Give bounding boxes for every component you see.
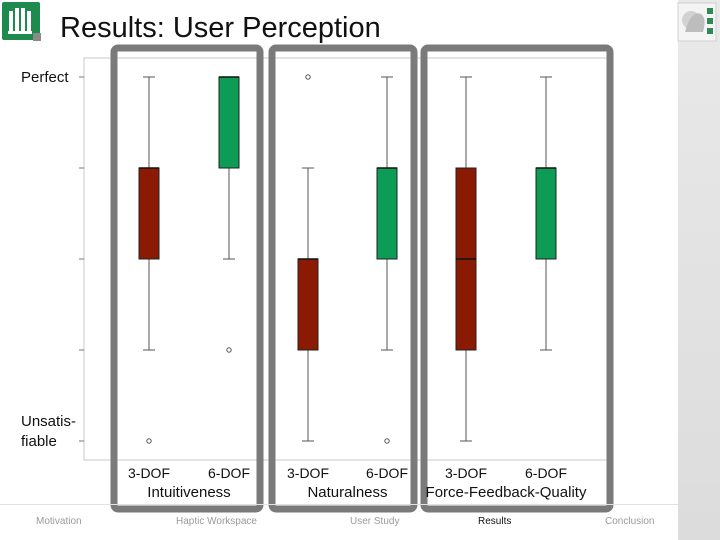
group-frame-force-feedback-quality: [420, 44, 614, 513]
category-label-intuitiveness-3-dof: 3-DOF: [128, 465, 170, 481]
y-label-line-2: fiable: [21, 433, 57, 450]
category-label-intuitiveness-6-dof: 6-DOF: [208, 465, 250, 481]
nav-motivation[interactable]: Motivation: [36, 516, 82, 527]
box-intuitiveness-3-dof: [138, 167, 160, 260]
category-label-naturalness-3-dof: 3-DOF: [287, 465, 329, 481]
category-label-force-feedback-quality-3-dof: 3-DOF: [445, 465, 487, 481]
box-force-feedback-quality-6-dof: [535, 167, 557, 260]
crest-icon: [677, 2, 717, 42]
y-label-line-1: Unsatis-: [21, 413, 77, 430]
nav-haptic-workspace[interactable]: Haptic Workspace: [176, 516, 257, 527]
y-label-perfect: Perfect: [21, 69, 69, 86]
group-label-naturalness: Naturalness: [307, 484, 387, 501]
y-label-unsatisfiable: Unsatis- fiable: [21, 412, 76, 452]
footer-nav: Motivation Haptic Workspace User Study R…: [0, 504, 678, 540]
nav-results[interactable]: Results: [478, 516, 512, 527]
group-frame-naturalness: [268, 44, 418, 513]
group-label-intuitiveness: Intuitiveness: [147, 484, 230, 501]
box-naturalness-3-dof: [297, 258, 319, 351]
outlier-intuitiveness-6-dof-0: [226, 347, 232, 353]
logo-corner-mark: [33, 33, 41, 41]
slide-title: Results: User Perception: [60, 12, 381, 44]
category-label-force-feedback-quality-6-dof: 6-DOF: [525, 465, 567, 481]
nav-user-study[interactable]: User Study: [350, 516, 400, 527]
box-naturalness-6-dof: [376, 167, 398, 260]
footer-divider: [0, 504, 678, 505]
group-label-force-feedback-quality: Force-Feedback-Quality: [426, 484, 587, 501]
nav-conclusion[interactable]: Conclusion: [605, 516, 655, 527]
box-intuitiveness-6-dof: [218, 76, 240, 169]
right-decor-strip: [678, 0, 720, 540]
outlier-naturalness-3-dof-0: [305, 74, 311, 80]
plot-area: [83, 57, 613, 461]
group-frame-intuitiveness: [110, 44, 264, 513]
outlier-intuitiveness-3-dof-0: [146, 438, 152, 444]
category-label-naturalness-6-dof: 6-DOF: [366, 465, 408, 481]
outlier-naturalness-6-dof-0: [384, 438, 390, 444]
